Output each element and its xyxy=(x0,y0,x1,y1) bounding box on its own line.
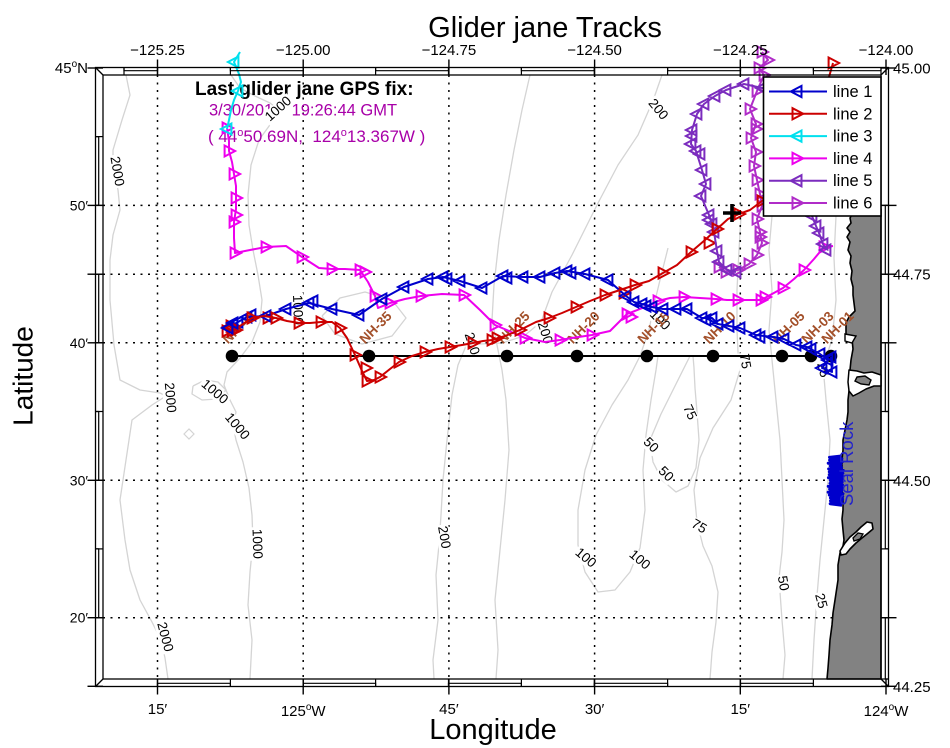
svg-text:30′: 30′ xyxy=(585,701,605,718)
svg-text:−124.25: −124.25 xyxy=(713,42,768,59)
svg-text:line 4: line 4 xyxy=(833,150,872,168)
svg-text:20′: 20′ xyxy=(70,610,89,626)
svg-text:1000: 1000 xyxy=(290,295,306,326)
svg-text:40′: 40′ xyxy=(70,335,89,351)
svg-text:Latitude: Latitude xyxy=(8,326,39,426)
svg-text:30′: 30′ xyxy=(70,472,89,488)
svg-text:3/30/2019 19:26:44 GMT: 3/30/2019 19:26:44 GMT xyxy=(209,102,397,120)
svg-text:( 44o50.69N, 124o13.367W ): ( 44o50.69N, 124o13.367W ) xyxy=(208,127,425,146)
svg-text:200: 200 xyxy=(435,525,454,550)
svg-text:−124.75: −124.75 xyxy=(422,42,477,59)
svg-text:2000: 2000 xyxy=(107,155,127,187)
svg-text:−125.00: −125.00 xyxy=(276,42,331,59)
svg-text:1000: 1000 xyxy=(249,529,265,560)
svg-text:Glider jane Tracks: Glider jane Tracks xyxy=(428,12,662,44)
svg-text:44.25: 44.25 xyxy=(893,679,931,696)
svg-text:75: 75 xyxy=(680,402,700,422)
svg-text:45.00: 45.00 xyxy=(893,61,931,78)
svg-text:45oN: 45oN xyxy=(55,59,88,77)
svg-text:50: 50 xyxy=(775,575,792,592)
svg-text:Seal Rock: Seal Rock xyxy=(836,421,857,506)
svg-text:124oW: 124oW xyxy=(864,702,910,720)
svg-text:15′: 15′ xyxy=(731,701,751,718)
svg-text:2000: 2000 xyxy=(162,382,180,413)
svg-text:44.50: 44.50 xyxy=(893,473,931,490)
svg-text:44.75: 44.75 xyxy=(893,267,931,284)
svg-text:−124.50: −124.50 xyxy=(567,42,622,59)
svg-text:line 2: line 2 xyxy=(833,105,872,123)
svg-text:line 3: line 3 xyxy=(833,128,872,146)
svg-text:45′: 45′ xyxy=(439,701,459,718)
svg-text:−125.25: −125.25 xyxy=(130,42,185,59)
svg-text:50′: 50′ xyxy=(70,197,89,213)
svg-text:25: 25 xyxy=(812,592,830,610)
svg-text:25: 25 xyxy=(814,361,832,379)
svg-text:Longitude: Longitude xyxy=(429,714,556,746)
svg-text:line 1: line 1 xyxy=(833,83,872,101)
svg-text:−124.00: −124.00 xyxy=(859,42,914,59)
svg-text:Last glider jane GPS fix:: Last glider jane GPS fix: xyxy=(195,79,414,100)
svg-text:75: 75 xyxy=(689,516,710,537)
svg-text:line 6: line 6 xyxy=(833,195,872,213)
svg-text:200: 200 xyxy=(535,320,556,346)
svg-text:125oW: 125oW xyxy=(281,702,327,720)
svg-text:line 5: line 5 xyxy=(833,172,872,190)
svg-text:15′: 15′ xyxy=(148,701,168,718)
